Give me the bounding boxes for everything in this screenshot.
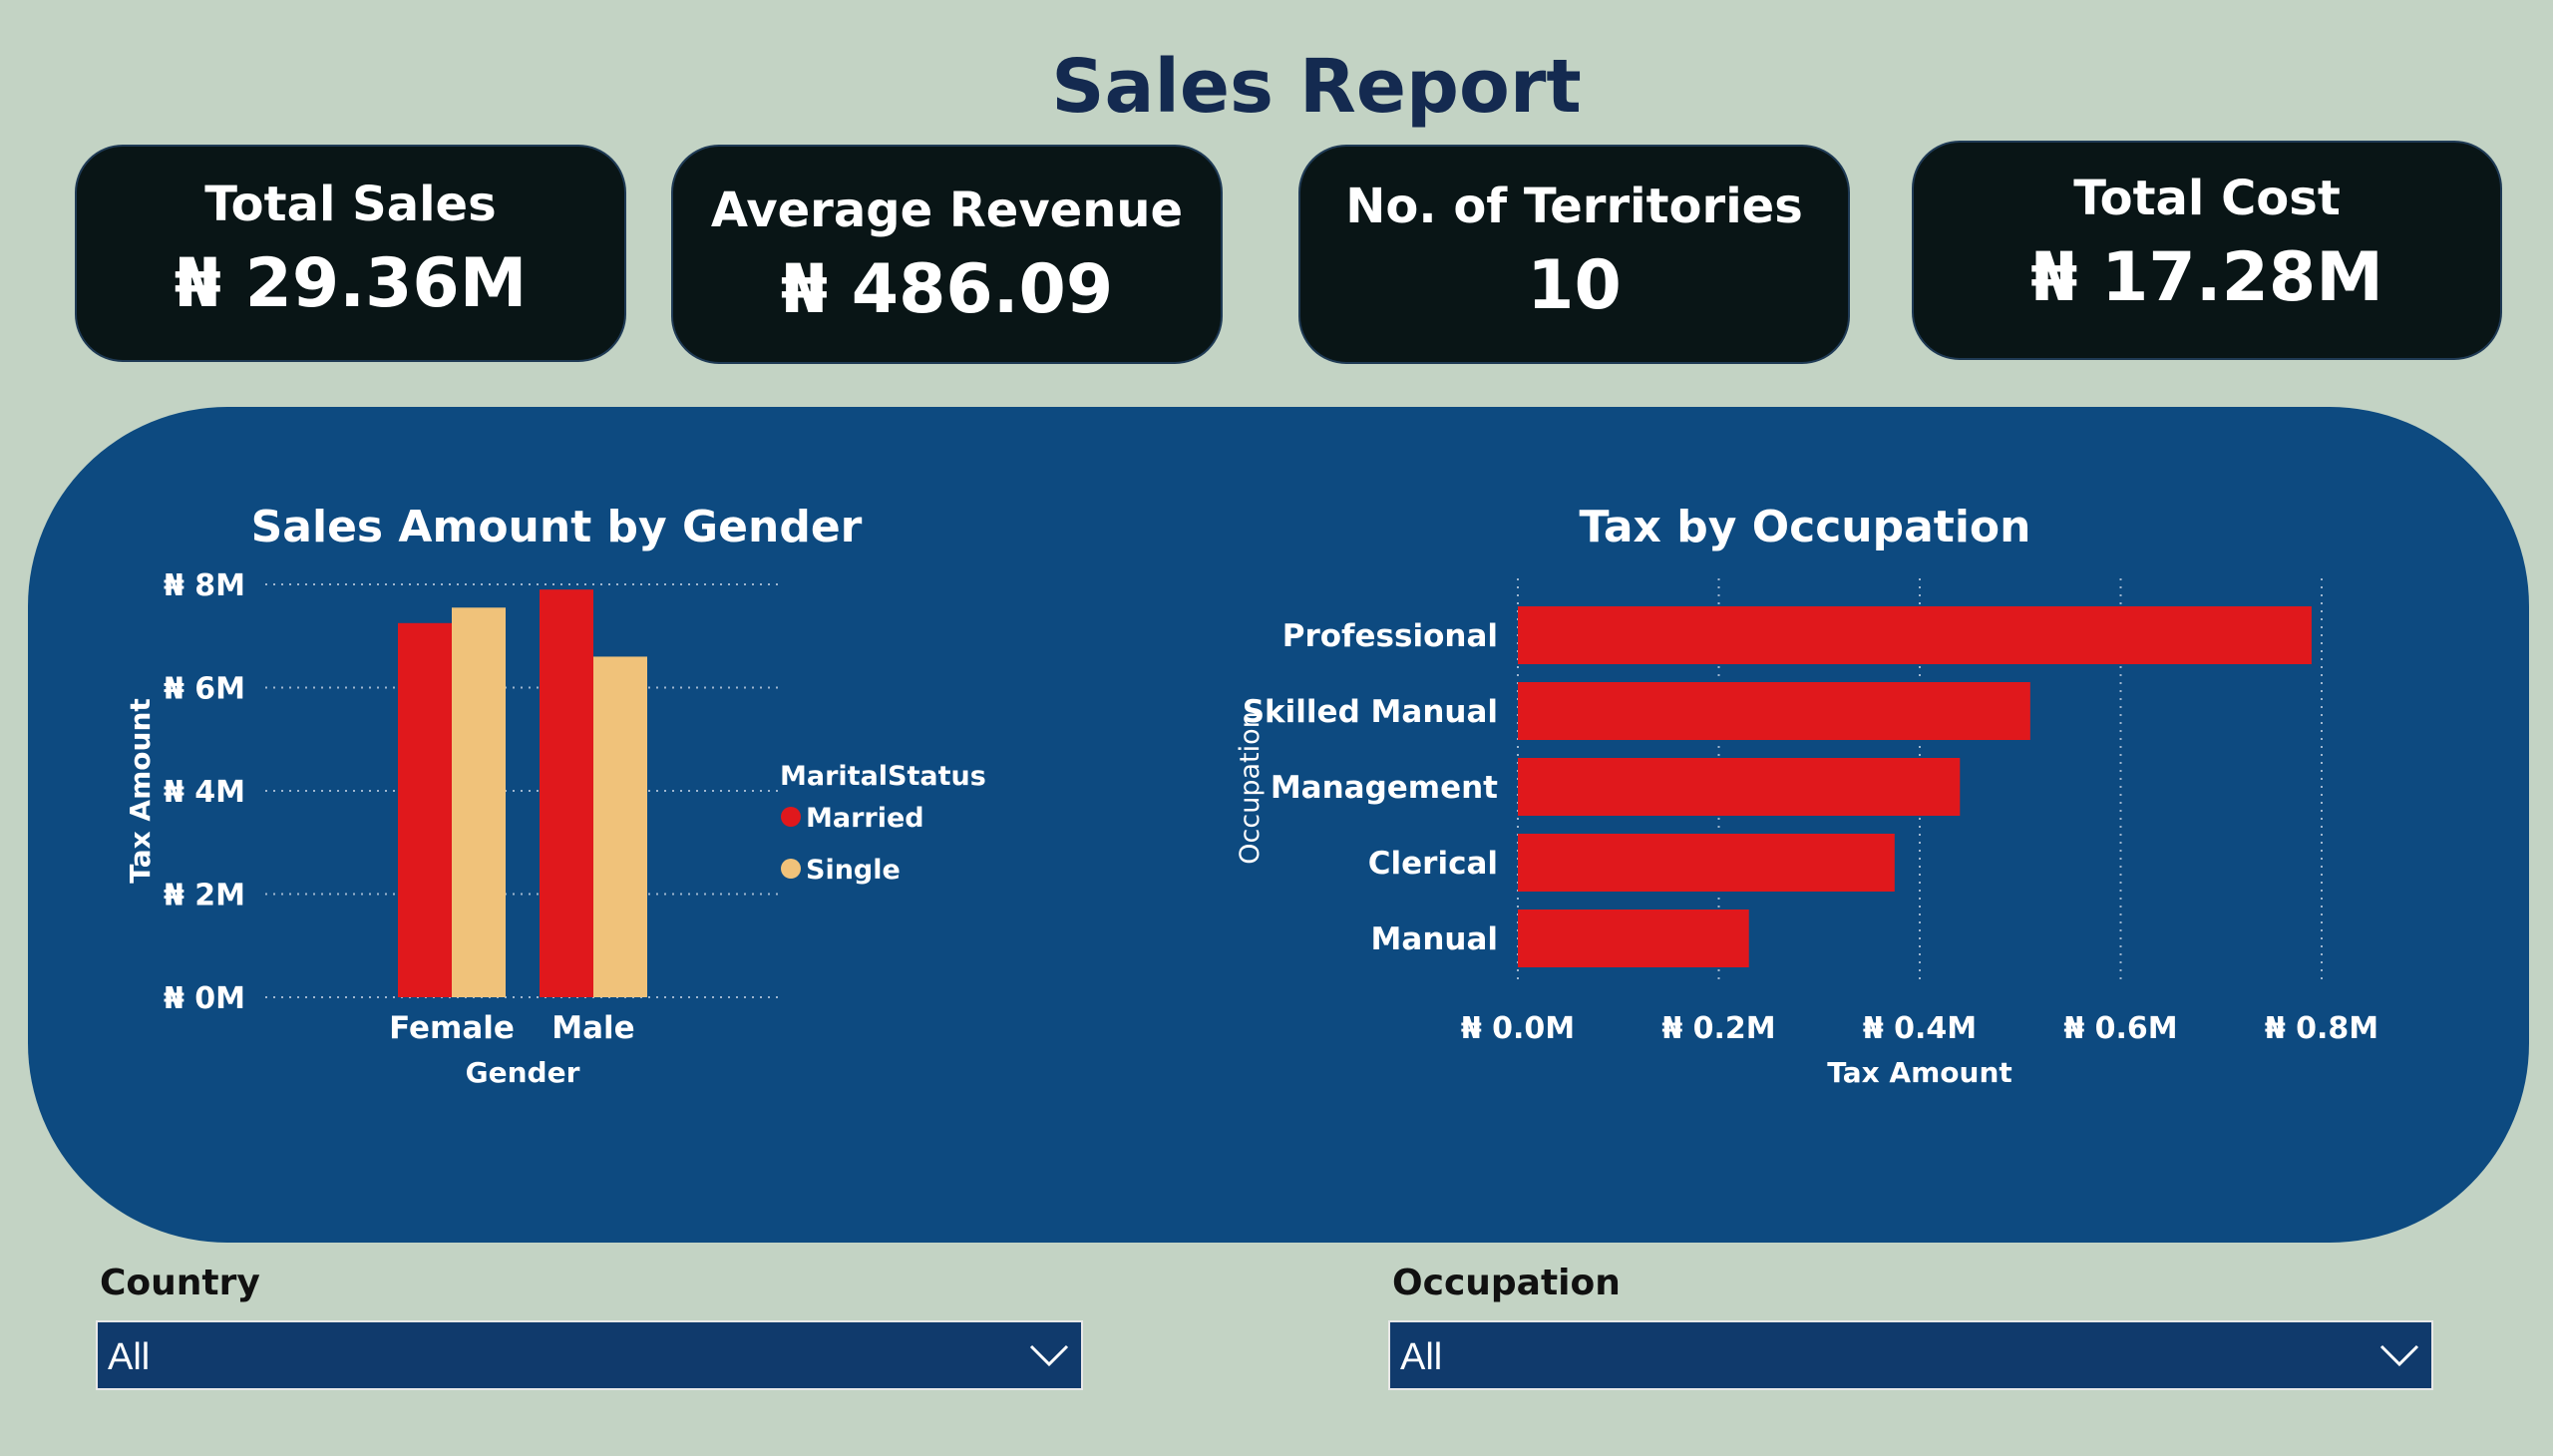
- occupation-slicer[interactable]: All: [1388, 1320, 2433, 1390]
- occupation-slicer-label: Occupation: [1392, 1263, 1621, 1303]
- legend-label: Single: [806, 855, 901, 886]
- y-tick-label: Manual: [1371, 921, 1498, 957]
- y-axis-label: Tax Amount: [124, 698, 157, 884]
- legend-label: Married: [806, 803, 924, 834]
- x-axis-label: Tax Amount: [1827, 1056, 2012, 1089]
- y-tick-label: ₦ 6M: [164, 672, 245, 707]
- chevron-down-icon[interactable]: [2377, 1338, 2421, 1372]
- chevron-down-icon[interactable]: [1027, 1338, 1071, 1372]
- y-tick-label: Management: [1271, 770, 1498, 806]
- x-tick-label: ₦ 0.4M: [1863, 1011, 1977, 1046]
- y-tick-label: Skilled Manual: [1243, 694, 1498, 730]
- bar-professional: [1518, 606, 2312, 664]
- kpi-card-total-cost: Total Cost ₦ 17.28M: [1912, 141, 2502, 360]
- y-tick-label: ₦ 8M: [164, 568, 245, 603]
- x-tick-label: ₦ 0.0M: [1461, 1011, 1575, 1046]
- tax-by-occupation-chart: Tax by Occupation ₦ 0.0M ₦ 0.2M ₦ 0.4M ₦ 0.6…: [1235, 502, 2378, 1089]
- bar-married-male: [540, 589, 593, 997]
- kpi-value: ₦ 486.09: [780, 250, 1114, 329]
- chart-title: Sales Amount by Gender: [251, 502, 863, 552]
- bar-single-female: [452, 607, 506, 997]
- kpi-label: Average Revenue: [710, 182, 1184, 238]
- country-slicer[interactable]: All: [96, 1320, 1083, 1390]
- kpi-label: Total Cost: [2073, 171, 2341, 226]
- x-axis-label: Gender: [466, 1056, 580, 1089]
- legend-title: MaritalStatus: [780, 761, 986, 792]
- kpi-card-no-of-territories: No. of Territories 10: [1298, 145, 1850, 364]
- x-tick-label: ₦ 0.8M: [2265, 1011, 2378, 1046]
- kpi-label: Total Sales: [204, 177, 497, 232]
- chart-title: Tax by Occupation: [1580, 502, 2031, 552]
- occupation-slicer-value: All: [1400, 1336, 1443, 1378]
- bar-manual: [1518, 910, 1749, 967]
- x-tick-label: Female: [389, 1010, 515, 1046]
- bar-single-male: [593, 656, 647, 997]
- kpi-value: ₦ 29.36M: [174, 244, 528, 323]
- kpi-value: ₦ 17.28M: [2030, 238, 2383, 317]
- country-slicer-label: Country: [100, 1263, 260, 1303]
- kpi-label: No. of Territories: [1345, 179, 1803, 234]
- bar-married-female: [398, 622, 452, 997]
- y-tick-label: ₦ 0M: [164, 981, 245, 1016]
- sales-by-gender-chart: Sales Amount by Gender ₦ 0M ₦ 2M ₦ 4M ₦ 6M ₦ …: [124, 502, 986, 1089]
- kpi-card-total-sales: Total Sales ₦ 29.36M: [75, 145, 626, 362]
- y-axis-label: Occupation: [1235, 711, 1266, 864]
- x-tick-label: Male: [551, 1010, 634, 1046]
- legend-marker-married: [781, 807, 801, 827]
- x-tick-label: ₦ 0.6M: [2063, 1011, 2177, 1046]
- bar-management: [1518, 758, 1961, 816]
- y-tick-label: Clerical: [1368, 846, 1498, 882]
- y-tick-label: Professional: [1282, 618, 1498, 654]
- country-slicer-value: All: [108, 1336, 151, 1378]
- y-tick-label: ₦ 2M: [164, 879, 245, 913]
- y-tick-label: ₦ 4M: [164, 775, 245, 810]
- page-title: Sales Report: [1051, 44, 1582, 130]
- bar-skilled-manual: [1518, 682, 2030, 740]
- legend-marker-single: [781, 859, 801, 879]
- bar-clerical: [1518, 834, 1895, 892]
- kpi-value: 10: [1527, 246, 1622, 325]
- x-tick-label: ₦ 0.2M: [1661, 1011, 1775, 1046]
- kpi-card-average-revenue: Average Revenue ₦ 486.09: [671, 145, 1223, 364]
